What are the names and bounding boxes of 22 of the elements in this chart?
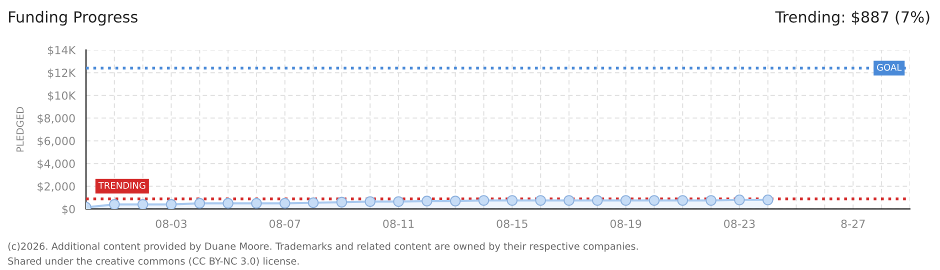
y-tick-label: $10K: [48, 91, 76, 102]
y-tick-label: $6,000: [38, 136, 75, 147]
x-tick-label: 08-03: [156, 220, 186, 228]
text: (c)2026. Additional content provided by Duane Moore. Trademarks and related content are owned by their respective companies.: [8, 242, 638, 252]
y-tick-label: $8,000: [38, 114, 75, 124]
text: Trending: $887 (7%): [775, 10, 930, 26]
y-tick-label: $4,000: [38, 159, 75, 170]
x-tick-label: 08-15: [496, 220, 528, 228]
ref-line-label: GOAL: [877, 64, 902, 71]
text: Shared under the creative commons (CC BY-NC 3.0) license.: [8, 257, 299, 266]
ref-line-label: TRENDING: [98, 182, 146, 189]
x-tick-label: 08-07: [269, 220, 300, 228]
x-tick-label: 8-27: [841, 220, 865, 228]
x-tick-label: 08-23: [724, 220, 755, 228]
chart-title: Funding Progress: [9, 10, 138, 26]
y-tick-label: $2,000: [38, 182, 75, 192]
y-tick-label: $0: [62, 204, 75, 215]
y-tick-label: $12K: [48, 68, 76, 79]
x-tick-label: 08-11: [383, 220, 414, 228]
y-axis-title: PLEDGED: [16, 107, 24, 152]
y-tick-label: $14K: [48, 46, 76, 56]
x-tick-label: 08-19: [610, 220, 642, 228]
